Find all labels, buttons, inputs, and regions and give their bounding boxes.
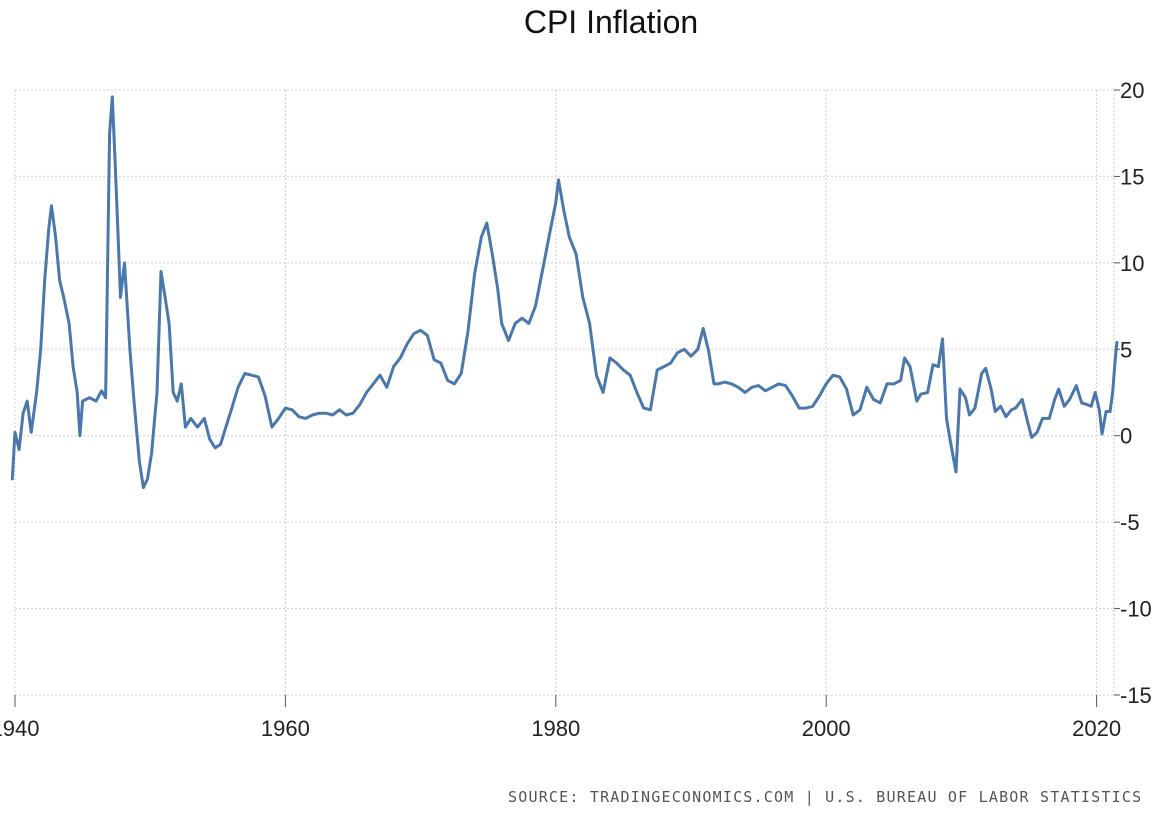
x-tick-label: 1980 [531, 716, 580, 741]
y-tick-label: 20 [1120, 78, 1144, 103]
y-tick-label: -10 [1120, 597, 1152, 622]
x-tick-label: 2000 [802, 716, 851, 741]
cpi-series-line [10, 95, 1119, 490]
y-tick-label: -5 [1120, 510, 1140, 535]
x-tick-label: 2020 [1072, 716, 1121, 741]
x-tick-label: 1960 [261, 716, 310, 741]
y-tick-label: 5 [1120, 337, 1132, 362]
chart-title: CPI Inflation [523, 4, 699, 40]
series-layer [10, 95, 1119, 490]
y-tick-labels: 20 15 10 5 0 -5 -10 -15 [1120, 78, 1152, 708]
grid-layer [14, 89, 1114, 696]
source-note: SOURCE: TRADINGECONOMICS.COM | U.S. BURE… [508, 788, 1143, 806]
y-tick-label: -15 [1120, 683, 1152, 708]
axis-layer [14, 89, 1120, 707]
y-tick-label: 10 [1120, 251, 1144, 276]
x-tick-label: 1940 [0, 716, 39, 741]
y-tick-label: 15 [1120, 164, 1144, 189]
y-tick-label: 0 [1120, 424, 1132, 449]
x-tick-labels: 1940 1960 1980 2000 2020 [0, 716, 1121, 741]
cpi-line-chart: 20 15 10 5 0 -5 -10 -15 1940 1960 1980 2000 2020 [0, 78, 1152, 741]
